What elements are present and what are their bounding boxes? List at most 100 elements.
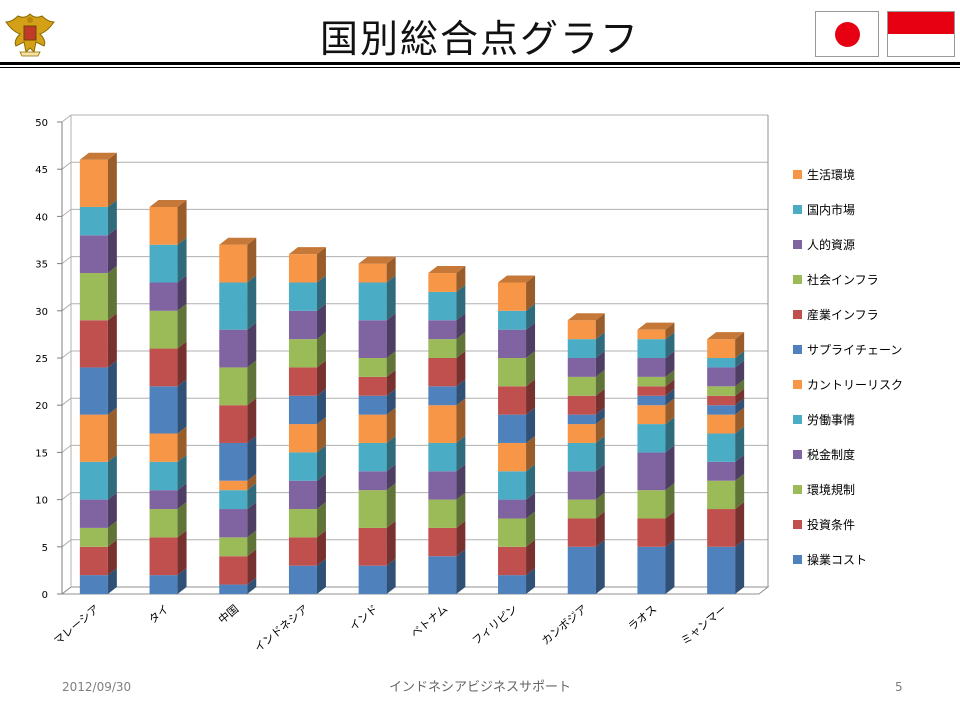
bar-segment-side bbox=[526, 379, 536, 415]
bar-segment bbox=[428, 405, 457, 443]
bar-segment bbox=[358, 376, 387, 396]
bar-segment-side bbox=[177, 237, 187, 283]
bar-segment-side bbox=[316, 558, 326, 594]
legend-item: 社会インフラ bbox=[793, 272, 879, 287]
bar-segment bbox=[79, 273, 108, 321]
bar-segment bbox=[498, 442, 527, 472]
bar-stack bbox=[428, 266, 466, 594]
bar-segment bbox=[637, 546, 666, 594]
bar-segment bbox=[498, 310, 527, 330]
bar-stack bbox=[707, 332, 745, 594]
bar-segment-side bbox=[526, 322, 536, 358]
bar-segment bbox=[707, 414, 736, 434]
bar-segment-side bbox=[735, 351, 745, 368]
x-tick-label: ラオス bbox=[626, 602, 660, 633]
y-tick-label: 20 bbox=[35, 401, 48, 412]
bar-segment bbox=[219, 442, 248, 481]
legend-label: 産業インフラ bbox=[807, 307, 879, 322]
gridline-diag bbox=[61, 161, 72, 170]
y-tick-label: 5 bbox=[42, 543, 48, 554]
gridline-diag bbox=[61, 492, 72, 500]
bar-stack bbox=[358, 256, 396, 594]
bar-segment-side bbox=[595, 332, 605, 358]
bar-segment-side bbox=[595, 511, 605, 547]
bar-segment-side bbox=[735, 332, 745, 358]
bar-segment bbox=[567, 442, 596, 472]
bar-segment bbox=[288, 424, 317, 453]
legend-swatch bbox=[793, 520, 802, 529]
bar-segment-side bbox=[665, 511, 675, 547]
bar-segment bbox=[567, 414, 596, 425]
legend-item: カントリーリスク bbox=[793, 378, 903, 392]
bar-segment bbox=[219, 556, 248, 585]
bar-segment-side bbox=[177, 379, 187, 434]
legend-label: 人的資源 bbox=[807, 237, 855, 252]
legend-item: 環境規制 bbox=[793, 482, 855, 497]
legend-item: 操業コスト bbox=[793, 552, 867, 567]
bar-top bbox=[707, 332, 745, 340]
bar-segment bbox=[567, 339, 596, 358]
legend-swatch bbox=[793, 415, 802, 424]
legend-label: 環境規制 bbox=[807, 482, 855, 497]
x-tick-labels: マレーシア タイ 中国 インドネシア インド ベトナム フィリピン カンボジア ラオス ミャンマー bbox=[51, 602, 729, 654]
bar-segment-side bbox=[316, 360, 326, 396]
legend-swatch bbox=[793, 310, 802, 319]
y-tick-label: 25 bbox=[35, 354, 48, 365]
bar-top bbox=[498, 275, 536, 283]
y-tick-label: 45 bbox=[35, 165, 48, 176]
bar-segment bbox=[219, 367, 248, 406]
bar-segment-side bbox=[665, 539, 675, 594]
bar-top bbox=[358, 256, 396, 264]
bar-segment-side bbox=[107, 454, 117, 500]
gridline-diag bbox=[61, 114, 72, 123]
bar-segment-side bbox=[316, 530, 326, 566]
bar-segment-side bbox=[247, 549, 257, 585]
y-tick-label: 40 bbox=[35, 212, 48, 223]
bar-segment bbox=[149, 537, 178, 576]
bar-segment bbox=[707, 546, 736, 594]
bar-segment bbox=[567, 320, 596, 340]
japan-flag-icon bbox=[815, 11, 879, 57]
bar-segment bbox=[79, 367, 108, 415]
bar-stack bbox=[149, 199, 187, 594]
legend-label: 税金制度 bbox=[807, 447, 855, 462]
bar-segment bbox=[358, 320, 387, 358]
bar-segment bbox=[637, 490, 666, 519]
bar-segment bbox=[707, 395, 736, 406]
bar-segment-side bbox=[177, 568, 187, 594]
bar-segment bbox=[498, 546, 527, 576]
bar-segment bbox=[567, 376, 596, 396]
bar-segment-side bbox=[107, 228, 117, 274]
bar-segment-side bbox=[316, 303, 326, 340]
bar-segment bbox=[567, 424, 596, 443]
bar-segment-side bbox=[595, 313, 605, 340]
bar-segment-side bbox=[316, 445, 326, 481]
legend-item: 投資条件 bbox=[793, 517, 855, 532]
bar-segment bbox=[498, 414, 527, 443]
bar-segment bbox=[637, 395, 666, 406]
bar-segment bbox=[567, 518, 596, 547]
bar-stack bbox=[637, 322, 675, 594]
bar-segment-side bbox=[247, 237, 257, 283]
bar-segment-side bbox=[107, 568, 117, 594]
bar-segment-side bbox=[735, 379, 745, 396]
bar-segment-side bbox=[386, 435, 396, 472]
bar-segment bbox=[707, 358, 736, 368]
bar-segment-side bbox=[247, 473, 257, 491]
bar-segment bbox=[428, 556, 457, 594]
bar-segment-side bbox=[386, 369, 396, 396]
bar-segment bbox=[428, 527, 457, 557]
bar-segment-side bbox=[526, 492, 536, 519]
bar-segment-side bbox=[735, 426, 745, 462]
bar-segment bbox=[149, 206, 178, 245]
gridline-diag bbox=[61, 256, 72, 264]
bar-segment bbox=[637, 405, 666, 425]
bar-segment-side bbox=[456, 549, 466, 594]
bar-segment-side bbox=[177, 483, 187, 510]
bar-segment-side bbox=[665, 483, 675, 519]
y-tick-label: 50 bbox=[35, 118, 48, 129]
bar-segment bbox=[498, 329, 527, 358]
bar-segment bbox=[428, 358, 457, 387]
footer-company: インドネシアビジネスサポート bbox=[388, 680, 571, 695]
bar-segment-side bbox=[247, 360, 257, 406]
